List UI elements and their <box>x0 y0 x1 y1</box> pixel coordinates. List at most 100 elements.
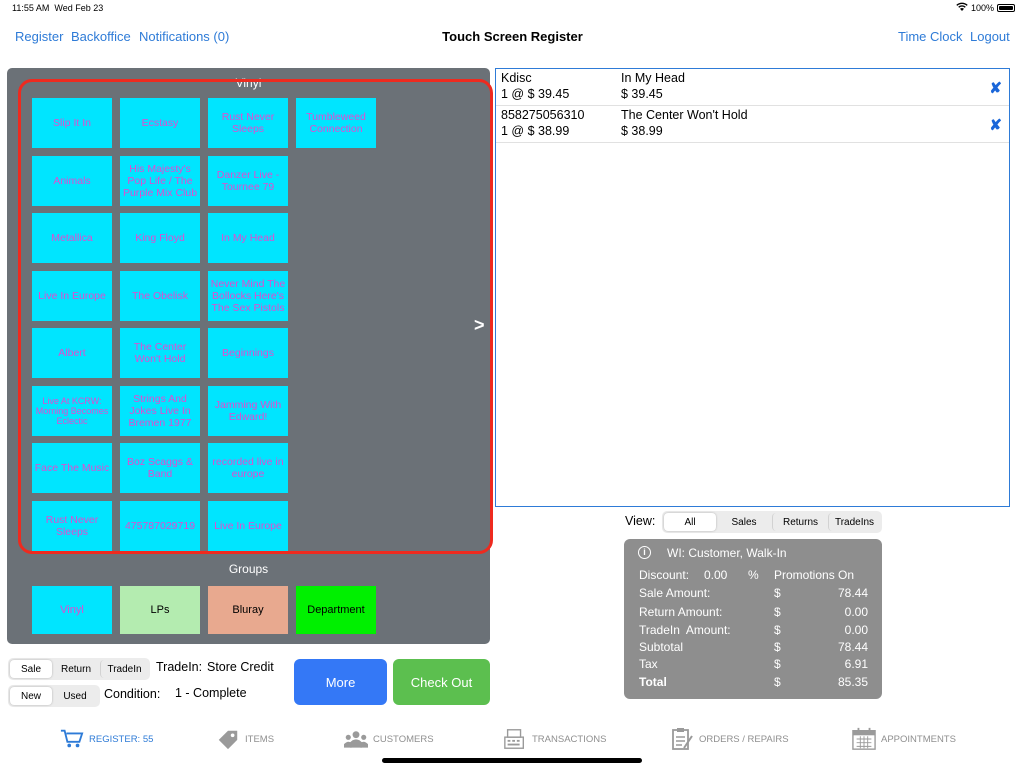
sale-amount-value: 78.44 <box>837 586 868 600</box>
currency-symbol: $ <box>774 605 781 619</box>
view-filter-control: All Sales Returns TradeIns <box>662 511 882 533</box>
product-tile[interactable]: Never Mind The Bollocks Here's The Sex P… <box>208 271 288 321</box>
discount-label: Discount: <box>639 568 690 582</box>
tab-transactions[interactable]: TRANSACTIONS <box>503 725 606 753</box>
product-tile[interactable]: Albert <box>32 328 112 378</box>
clipboard-icon <box>670 727 694 751</box>
product-tile[interactable]: Jamming With Edward! <box>208 386 288 436</box>
product-tile[interactable]: The Obelisk <box>120 271 200 321</box>
product-tile[interactable]: Boz Scaggs & Band <box>120 443 200 493</box>
currency-symbol: $ <box>774 657 781 671</box>
product-tile[interactable]: Face The Music <box>32 443 112 493</box>
cart-item-row[interactable]: 858275056310 1 @ $ 38.99 The Center Won'… <box>496 106 1009 143</box>
nav-backoffice-link[interactable]: Backoffice <box>71 29 131 44</box>
product-tile[interactable]: Danzer Live - Tournee 79 <box>208 156 288 206</box>
group-tile-department[interactable]: Department <box>296 586 376 634</box>
product-tile[interactable]: Ecstasy <box>120 98 200 148</box>
info-icon[interactable]: i <box>638 546 651 559</box>
return-amount-label: Return Amount: <box>639 605 723 619</box>
item-condition-control: New Used <box>8 685 100 707</box>
view-filter-tradeins[interactable]: TradeIns <box>828 513 880 531</box>
condition-new[interactable]: New <box>10 687 52 705</box>
remove-item-icon[interactable]: ✘ <box>989 80 1002 97</box>
tax-value: 6.91 <box>844 657 868 671</box>
product-tile[interactable]: Slip It In <box>32 98 112 148</box>
product-tile[interactable]: In My Head <box>208 213 288 263</box>
product-tile[interactable]: Strings And Jokes Live In Bremen 1977 <box>120 386 200 436</box>
product-tile[interactable]: His Majesty's Pop Life / The Purple Mix … <box>120 156 200 206</box>
product-tile[interactable]: Metallica <box>32 213 112 263</box>
product-tile[interactable]: Beginnings <box>208 328 288 378</box>
mode-return[interactable]: Return <box>60 663 91 675</box>
group-tile-bluray[interactable]: Bluray <box>208 586 288 634</box>
groups-title: Groups <box>228 562 269 576</box>
customer-name[interactable]: WI: Customer, Walk-In <box>667 546 787 560</box>
checkout-button[interactable]: Check Out <box>393 659 490 705</box>
discount-row[interactable]: Discount: 0.00 % Promotions On <box>624 568 882 585</box>
battery-percent: 100% <box>970 3 994 13</box>
view-filter-all[interactable]: All <box>664 513 716 531</box>
tab-transactions-label: TRANSACTIONS <box>532 733 607 745</box>
discount-unit: % <box>748 568 759 582</box>
remove-item-icon[interactable]: ✘ <box>989 117 1002 134</box>
condition-label: Condition: <box>104 687 161 701</box>
currency-symbol: $ <box>774 675 781 689</box>
more-button[interactable]: More <box>294 659 387 705</box>
product-tile[interactable]: Rust Never Sleeps <box>208 98 288 148</box>
product-tile[interactable]: Tumbleweed Connection <box>296 98 376 148</box>
currency-symbol: $ <box>774 623 781 637</box>
view-filter-sales[interactable]: Sales <box>731 516 757 528</box>
product-tile[interactable]: King Floyd <box>120 213 200 263</box>
product-tile[interactable]: Live At KCRW: Morning Becomes Eclectic <box>32 386 112 436</box>
sale-amount-label: Sale Amount: <box>639 586 711 600</box>
logout-link[interactable]: Logout <box>970 29 1010 44</box>
subtotal-label: Subtotal <box>639 640 684 654</box>
tab-appointments[interactable]: APPOINTMENTS <box>852 725 956 753</box>
status-indicators: 100% <box>956 2 1015 14</box>
tab-register[interactable]: REGISTER: 55 <box>60 725 153 753</box>
product-tile[interactable]: recorded live in europe <box>208 443 288 493</box>
cart-item-total: $ 38.99 <box>621 124 663 138</box>
condition-used[interactable]: Used <box>63 690 87 702</box>
tradein-type-value[interactable]: Store Credit <box>207 660 274 674</box>
next-page-arrow[interactable]: > <box>474 315 485 335</box>
selection-highlight <box>18 79 493 554</box>
product-tile[interactable]: Live In Europe <box>32 271 112 321</box>
view-filter-label: View: <box>625 514 656 528</box>
mode-sale[interactable]: Sale <box>10 660 52 678</box>
group-tile-vinyl[interactable]: Vinyl <box>32 586 112 634</box>
cart-item-total: $ 39.45 <box>621 87 663 101</box>
product-tile[interactable]: Animals <box>32 156 112 206</box>
nav-notifications-link[interactable]: Notifications (0) <box>139 29 230 44</box>
tab-customers[interactable]: CUSTOMERS <box>344 725 434 753</box>
mode-tradein[interactable]: TradeIn <box>100 660 148 678</box>
product-tile[interactable]: Rust Never Sleeps <box>32 501 112 551</box>
condition-value[interactable]: 1 - Complete <box>175 686 247 700</box>
total-row: Total $ 85.35 <box>624 675 882 692</box>
currency-symbol: $ <box>774 640 781 654</box>
tax-label: Tax <box>639 657 658 671</box>
product-tile[interactable]: The Center Won't Hold <box>120 328 200 378</box>
discount-value: 0.00 <box>704 568 728 582</box>
nav-register-link[interactable]: Register <box>15 29 64 44</box>
time-clock-link[interactable]: Time Clock <box>898 29 963 44</box>
cart-item-row[interactable]: Kdisc 1 @ $ 39.45 In My Head $ 39.45 ✘ <box>496 69 1009 106</box>
cart-list: Kdisc 1 @ $ 39.45 In My Head $ 39.45 ✘ 8… <box>495 68 1010 507</box>
tab-orders-repairs[interactable]: ORDERS / REPAIRS <box>670 725 789 753</box>
tab-register-label: REGISTER: 55 <box>89 733 154 745</box>
status-time: 11:55 AM Wed Feb 23 <box>12 3 103 13</box>
cart-item-sku: 858275056310 <box>501 108 585 122</box>
tab-items[interactable]: ITEMS <box>216 725 274 753</box>
group-tile-lps[interactable]: LPs <box>120 586 200 634</box>
battery-icon <box>997 4 1015 12</box>
product-tile[interactable]: Live In Europe <box>208 501 288 551</box>
people-icon <box>344 727 368 751</box>
cart-item-qty-price: 1 @ $ 39.45 <box>501 87 570 101</box>
totals-panel: i WI: Customer, Walk-In Discount: 0.00 %… <box>624 539 882 699</box>
view-filter-returns[interactable]: Returns <box>772 513 828 531</box>
subtotal-row: Subtotal $ 78.44 <box>624 640 882 657</box>
return-amount-row: Return Amount: $ 0.00 <box>624 605 882 622</box>
tab-items-label: ITEMS <box>245 733 275 745</box>
promotions-status: Promotions On <box>774 568 855 582</box>
product-tile[interactable]: 475787029719 <box>120 501 200 551</box>
